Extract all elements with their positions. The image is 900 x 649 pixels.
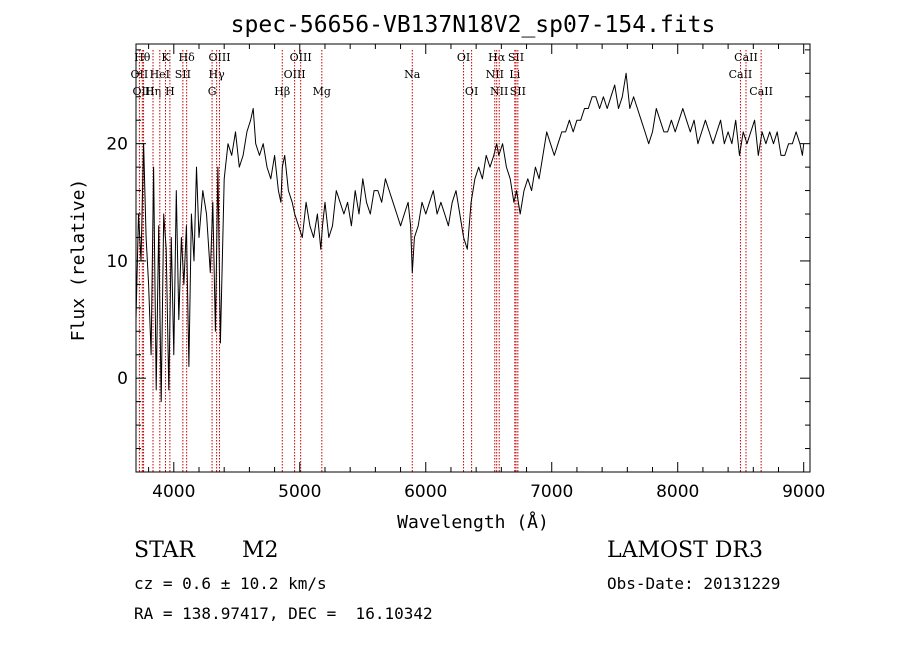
y-axis-label: Flux (relative) xyxy=(68,179,89,342)
x-tick-label-4000: 4000 xyxy=(152,482,195,502)
line-marker-label-10: Hγ xyxy=(209,68,226,81)
line-marker-label-11: OIII xyxy=(208,51,230,64)
line-marker-label-15: Mg xyxy=(313,85,331,98)
line-marker-label-13: OIII xyxy=(284,68,306,81)
line-marker-label-19: NII xyxy=(486,68,504,81)
spectrum-line-layer xyxy=(135,72,805,403)
line-marker-label-24: SII xyxy=(510,85,526,98)
y-tick-label-10: 10 xyxy=(106,252,128,272)
line-marker-label-22: Li xyxy=(509,68,520,81)
y-tick-label-0: 0 xyxy=(117,369,128,389)
line-marker-label-0: OII xyxy=(131,68,149,81)
line-marker-label-17: OI xyxy=(457,51,470,64)
line-marker-label-1: Hθ xyxy=(134,51,151,64)
object-type: STAR xyxy=(134,538,195,563)
line-marker-label-27: CaII xyxy=(749,85,773,98)
line-marker-label-23: SII xyxy=(508,51,524,64)
line-marker-label-8: Hδ xyxy=(179,51,196,64)
plot-frame xyxy=(135,43,811,473)
line-marker-label-18: OI xyxy=(465,85,478,98)
x-tick-label-5000: 5000 xyxy=(278,482,321,502)
x-tick-label-7000: 7000 xyxy=(530,482,573,502)
line-marker-label-5: K xyxy=(161,51,170,64)
line-marker-label-6: H xyxy=(165,85,175,98)
line-marker-label-4: HeI xyxy=(150,68,170,81)
line-marker-label-20: Hα xyxy=(488,51,506,64)
x-axis-label: Wavelength (Å) xyxy=(397,511,549,533)
axes: 4000 5000 6000 7000 8000 9000 0 10 20 xyxy=(106,43,825,502)
x-tick-label-6000: 6000 xyxy=(404,482,447,502)
line-marker-label-14: OIII xyxy=(290,51,312,64)
survey-name: LAMOST DR3 xyxy=(607,538,763,563)
line-marker-label-3: Hη xyxy=(145,85,161,98)
object-subclass: M2 xyxy=(242,538,279,563)
spectrum-line xyxy=(135,72,805,403)
line-marker-label-21: NII xyxy=(490,85,508,98)
coordinates: RA = 138.97417, DEC = 16.10342 xyxy=(134,604,433,623)
line-marker-label-26: CaII xyxy=(734,51,758,64)
observation-date: Obs-Date: 20131229 xyxy=(607,574,781,593)
line-marker-label-25: CaII xyxy=(729,68,753,81)
x-tick-label-9000: 9000 xyxy=(782,482,825,502)
line-marker-label-9: G xyxy=(208,85,217,98)
line-marker-label-2: OIII xyxy=(133,85,155,98)
spectral-line-markers: OIIHθOIIIHηHeIKHSIIHδGHγOIIIHβOIIIOIIIMg… xyxy=(131,50,773,472)
y-tick-label-20: 20 xyxy=(106,135,128,155)
line-marker-label-16: Na xyxy=(404,68,421,81)
line-marker-label-12: Hβ xyxy=(274,85,290,98)
redshift-velocity: cz = 0.6 ± 10.2 km/s xyxy=(134,574,327,593)
line-marker-label-7: SII xyxy=(175,68,191,81)
x-tick-label-8000: 8000 xyxy=(656,482,699,502)
chart-title: spec-56656-VB137N18V2_sp07-154.fits xyxy=(231,12,716,38)
